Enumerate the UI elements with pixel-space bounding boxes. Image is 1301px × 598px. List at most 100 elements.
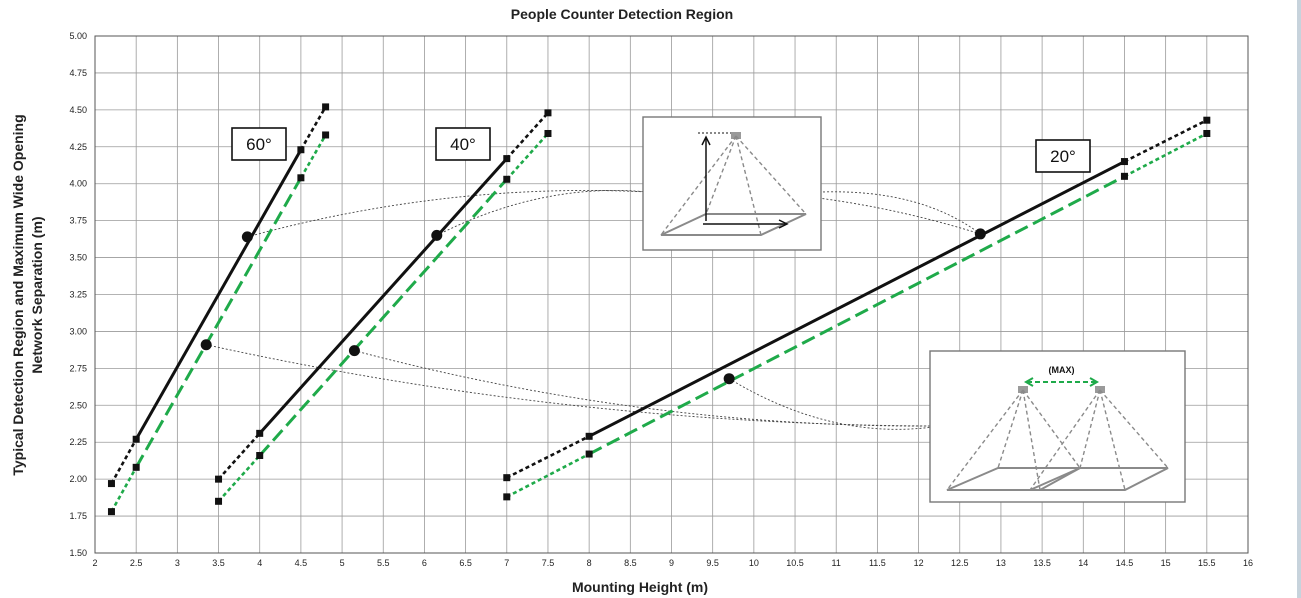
x-tick-label: 13.5 [1033, 558, 1051, 568]
detection-region-line-dotted [299, 106, 327, 151]
window-edge [1297, 0, 1301, 598]
inset-detection-region-diagram [642, 116, 822, 251]
y-axis-title-line1: Typical Detection Region and Maximum Wid… [10, 114, 26, 475]
callout-dot [974, 228, 986, 240]
plot-frame [94, 35, 1249, 554]
x-tick-label: 7.5 [542, 558, 555, 568]
x-tick-label: 15 [1161, 558, 1171, 568]
view-cone-edge [735, 135, 807, 215]
x-tick-label: 14.5 [1116, 558, 1134, 568]
data-point-marker [107, 508, 115, 516]
y-tick-label: 2.50 [69, 400, 87, 410]
x-tick-label: 7 [504, 558, 509, 568]
x-tick-labels: 2 2.5 3 3.5 4 4.5 5 5.5 6 6.5 7 7.5 8 8.5 9 9.5 10 10.5 11… [92, 558, 1253, 568]
data-point-marker [215, 475, 223, 483]
callout-dot [348, 345, 360, 357]
floor-region [1029, 467, 1169, 491]
callout-leader [820, 191, 981, 235]
data-point-marker [544, 109, 552, 117]
x-tick-label: 5.5 [377, 558, 390, 568]
angle-label-box [435, 127, 491, 161]
inset-frame [642, 116, 822, 251]
max-separation-line-dotted [217, 454, 261, 503]
chart-title: People Counter Detection Region [511, 6, 733, 22]
angle-label: 20° [1050, 147, 1076, 166]
data-point-marker [215, 497, 223, 505]
angle-label: 60° [246, 135, 272, 154]
max-separation-line-dotted [299, 134, 327, 179]
y-axis-title-line2: Network Separation (m) [29, 216, 45, 373]
detection-region-line-dotted [110, 438, 138, 485]
data-point-marker [107, 480, 115, 488]
y-tick-label: 3.25 [69, 290, 87, 300]
x-tick-label: 14 [1078, 558, 1088, 568]
angle-label-box [1035, 139, 1091, 173]
sensor-icon [1018, 386, 1028, 393]
callout-dot [723, 373, 735, 385]
y-tick-label: 3.75 [69, 216, 87, 226]
view-cone-edge [1099, 389, 1169, 469]
data-point-marker [1203, 129, 1211, 137]
y-tick-label: 2.00 [69, 474, 87, 484]
y-tick-label: 2.25 [69, 437, 87, 447]
max-separation-line [588, 174, 1126, 456]
x-tick-label: 8 [587, 558, 592, 568]
x-tick-label: 6.5 [459, 558, 472, 568]
x-tick-label: 9.5 [706, 558, 719, 568]
data-point-marker [1203, 116, 1211, 124]
x-tick-label: 12.5 [951, 558, 969, 568]
data-point-marker [1120, 158, 1128, 166]
angle-label: 40° [450, 135, 476, 154]
y-tick-label: 4.25 [69, 142, 87, 152]
callout-leader [247, 190, 649, 238]
data-point-marker [256, 452, 264, 460]
max-separation-line-dotted [1123, 132, 1208, 178]
data-point-marker [503, 493, 511, 501]
arrow-head-icon [701, 135, 711, 146]
data-point-marker [322, 103, 330, 111]
y-tick-label: 3.00 [69, 326, 87, 336]
callout-dot [200, 339, 212, 351]
data-point-marker [585, 432, 593, 440]
y-tick-label: 1.75 [69, 511, 87, 521]
detection-region-line [258, 157, 508, 435]
callout-leader [728, 378, 941, 430]
data-point-marker [256, 429, 264, 437]
x-tick-label: 11.5 [869, 558, 886, 568]
max-separation-line-dotted [110, 466, 138, 513]
callout-dot [241, 231, 253, 243]
data-point-marker [544, 129, 552, 137]
data-point-marker [585, 450, 593, 458]
data-point-marker [503, 474, 511, 482]
y-tick-labels: 1.50 1.75 2.00 2.25 2.50 2.75 3.00 3.25 3.50 3.75… [69, 31, 87, 558]
floor-region [660, 213, 807, 236]
data-point-marker [132, 463, 140, 471]
data-point-marker [503, 175, 511, 183]
view-cone-edge [1022, 389, 1081, 469]
max-separation-line [134, 177, 303, 469]
x-tick-label: 2.5 [130, 558, 143, 568]
angle-label-box [231, 127, 287, 161]
x-tick-label: 13 [996, 558, 1006, 568]
x-tick-label: 15.5 [1198, 558, 1216, 568]
view-cone-edge [1029, 389, 1101, 491]
x-tick-label: 6 [422, 558, 427, 568]
detection-region-line-dotted [505, 111, 549, 160]
view-cone-edge [735, 135, 762, 236]
data-point-marker [322, 131, 330, 139]
x-axis-title: Mounting Height (m) [572, 579, 708, 595]
view-cone-edge [1099, 389, 1126, 491]
x-tick-label: 5 [340, 558, 345, 568]
callout-leader [436, 190, 649, 236]
detection-region-line [588, 160, 1126, 438]
y-tick-label: 4.50 [69, 105, 87, 115]
callout-dot [431, 229, 443, 241]
y-tick-label: 1.50 [69, 548, 87, 558]
series-lines [110, 106, 1208, 513]
callout-leader [206, 344, 941, 427]
view-cone-edge [1022, 389, 1041, 491]
sensor-icon [1095, 386, 1105, 393]
data-point-marker [297, 174, 305, 182]
x-tick-label: 4 [257, 558, 262, 568]
